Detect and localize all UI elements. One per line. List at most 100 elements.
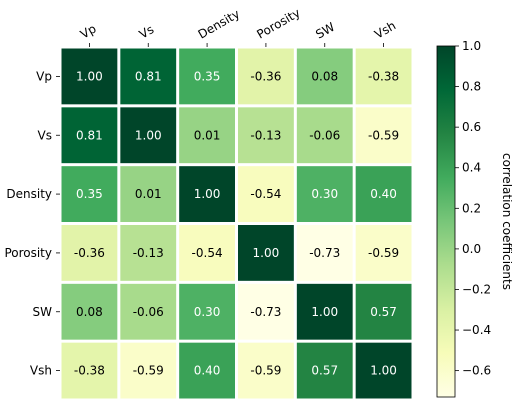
colorbar-tick-label: −0.6 <box>462 364 491 378</box>
cell-value-label: 1.00 <box>370 364 397 378</box>
heatmap-cell <box>61 166 118 222</box>
cell-value-label: 0.01 <box>135 187 162 201</box>
heatmap-cell <box>355 342 412 399</box>
cell-value-label: -0.13 <box>133 246 164 260</box>
heatmap-cell <box>296 48 353 105</box>
x-tick-label: Vs <box>137 22 157 41</box>
heatmap-cells: 1.00 0.81 0.35 -0.36 0.08 -0.38 0.81 1.00 0.01 -0… <box>61 48 412 399</box>
x-tick-label: Porosity <box>254 6 302 42</box>
heatmap-cell <box>296 107 353 164</box>
y-tick-label: Vs <box>38 128 52 142</box>
cell-value-label: 1.00 <box>311 305 338 319</box>
heatmap-cell <box>238 342 294 399</box>
cell-value-label: -0.06 <box>309 128 340 142</box>
cell-value-label: -0.36 <box>250 69 281 83</box>
cell-value-label: -0.73 <box>309 246 340 260</box>
cell-value-label: 1.00 <box>76 69 103 83</box>
y-tick-label: Vp <box>36 69 52 83</box>
cell-value-label: 1.00 <box>135 128 162 142</box>
cell-value-label: -0.13 <box>250 128 281 142</box>
heatmap-cell <box>179 342 235 399</box>
heatmap-cell <box>120 225 177 281</box>
heatmap-cell <box>179 107 235 164</box>
heatmap-cell <box>238 225 294 281</box>
cell-value-label: 0.30 <box>194 305 221 319</box>
heatmap-cell <box>61 283 118 340</box>
colorbar-tick-label: −0.2 <box>462 282 491 296</box>
cell-value-label: -0.06 <box>133 305 164 319</box>
colorbar-label: correlation coefficients <box>500 153 512 290</box>
heatmap-cell <box>355 107 412 164</box>
colorbar-tick-label: 0.0 <box>462 242 481 256</box>
cell-value-label: 0.08 <box>311 69 338 83</box>
cell-value-label: -0.59 <box>133 364 164 378</box>
colorbar-tick-label: 0.6 <box>462 120 481 134</box>
heatmap-cell <box>238 48 294 105</box>
x-tick-label: SW <box>313 20 337 42</box>
heatmap-cell <box>179 225 235 281</box>
heatmap-cell <box>296 342 353 399</box>
cell-value-label: -0.54 <box>192 246 223 260</box>
cell-value-label: 0.01 <box>194 128 221 142</box>
x-tick-labels: Vp Vs Density Porosity SW Vsh <box>78 6 398 47</box>
heatmap-cell <box>296 225 353 281</box>
x-tick-label: Density <box>196 7 243 42</box>
cell-value-label: 0.57 <box>311 364 338 378</box>
heatmap-cell <box>61 342 118 399</box>
x-tick-label: Vsh <box>372 18 398 41</box>
heatmap-cell <box>120 107 177 164</box>
cell-value-label: -0.59 <box>368 128 399 142</box>
cell-value-label: 0.08 <box>76 305 103 319</box>
cell-value-label: 0.35 <box>76 187 103 201</box>
cell-value-label: 0.40 <box>194 364 221 378</box>
heatmap-cell <box>238 283 294 340</box>
colorbar-tick-label: 0.8 <box>462 80 481 94</box>
colorbar: 1.0 0.8 0.6 0.4 0.2 0.0 −0.2 −0.4 −0.6 correlatio… <box>436 39 512 398</box>
heatmap-cell <box>355 166 412 222</box>
cell-value-label: -0.38 <box>368 69 399 83</box>
heatmap-cell <box>355 283 412 340</box>
heatmap-cell <box>120 283 177 340</box>
heatmap-cell <box>355 225 412 281</box>
cell-value-label: 1.00 <box>194 187 221 201</box>
heatmap-cell <box>61 107 118 164</box>
cell-value-label: -0.38 <box>74 364 105 378</box>
cell-value-label: -0.36 <box>74 246 105 260</box>
heatmap-cell <box>61 48 118 105</box>
heatmap-cell <box>179 283 235 340</box>
cell-value-label: -0.73 <box>250 305 281 319</box>
heatmap-cell <box>61 225 118 281</box>
cell-value-label: 1.00 <box>253 246 280 260</box>
heatmap-cell <box>120 342 177 399</box>
cell-value-label: 0.81 <box>135 69 162 83</box>
y-tick-labels: Vp Vs Density Porosity SW Vsh <box>4 69 60 378</box>
colorbar-gradient <box>436 45 456 398</box>
y-tick-label: Porosity <box>4 246 52 260</box>
colorbar-tick-label: −0.4 <box>462 323 491 337</box>
y-tick-label: SW <box>33 305 53 319</box>
cell-value-label: 0.57 <box>370 305 397 319</box>
heatmap-cell <box>296 283 353 340</box>
colorbar-tick-label: 0.2 <box>462 201 481 215</box>
cell-value-label: -0.59 <box>368 246 399 260</box>
colorbar-tick-label: 0.4 <box>462 161 481 175</box>
cell-value-label: 0.35 <box>194 69 221 83</box>
cell-value-label: -0.54 <box>250 187 281 201</box>
y-tick-label: Density <box>6 187 52 201</box>
cell-value-label: -0.59 <box>250 364 281 378</box>
heatmap-cell <box>179 48 235 105</box>
y-tick-label: Vsh <box>30 364 52 378</box>
x-tick-label: Vp <box>78 22 99 42</box>
heatmap-cell <box>179 166 235 222</box>
heatmap-cell <box>238 107 294 164</box>
cell-value-label: 0.40 <box>370 187 397 201</box>
heatmap-cell <box>120 166 177 222</box>
heatmap-cell <box>355 48 412 105</box>
heatmap-cell <box>238 166 294 222</box>
cell-value-label: 0.30 <box>311 187 338 201</box>
heatmap-cell <box>120 48 177 105</box>
heatmap-cell <box>296 166 353 222</box>
cell-value-label: 0.81 <box>76 128 103 142</box>
colorbar-tick-label: 1.0 <box>462 39 481 53</box>
